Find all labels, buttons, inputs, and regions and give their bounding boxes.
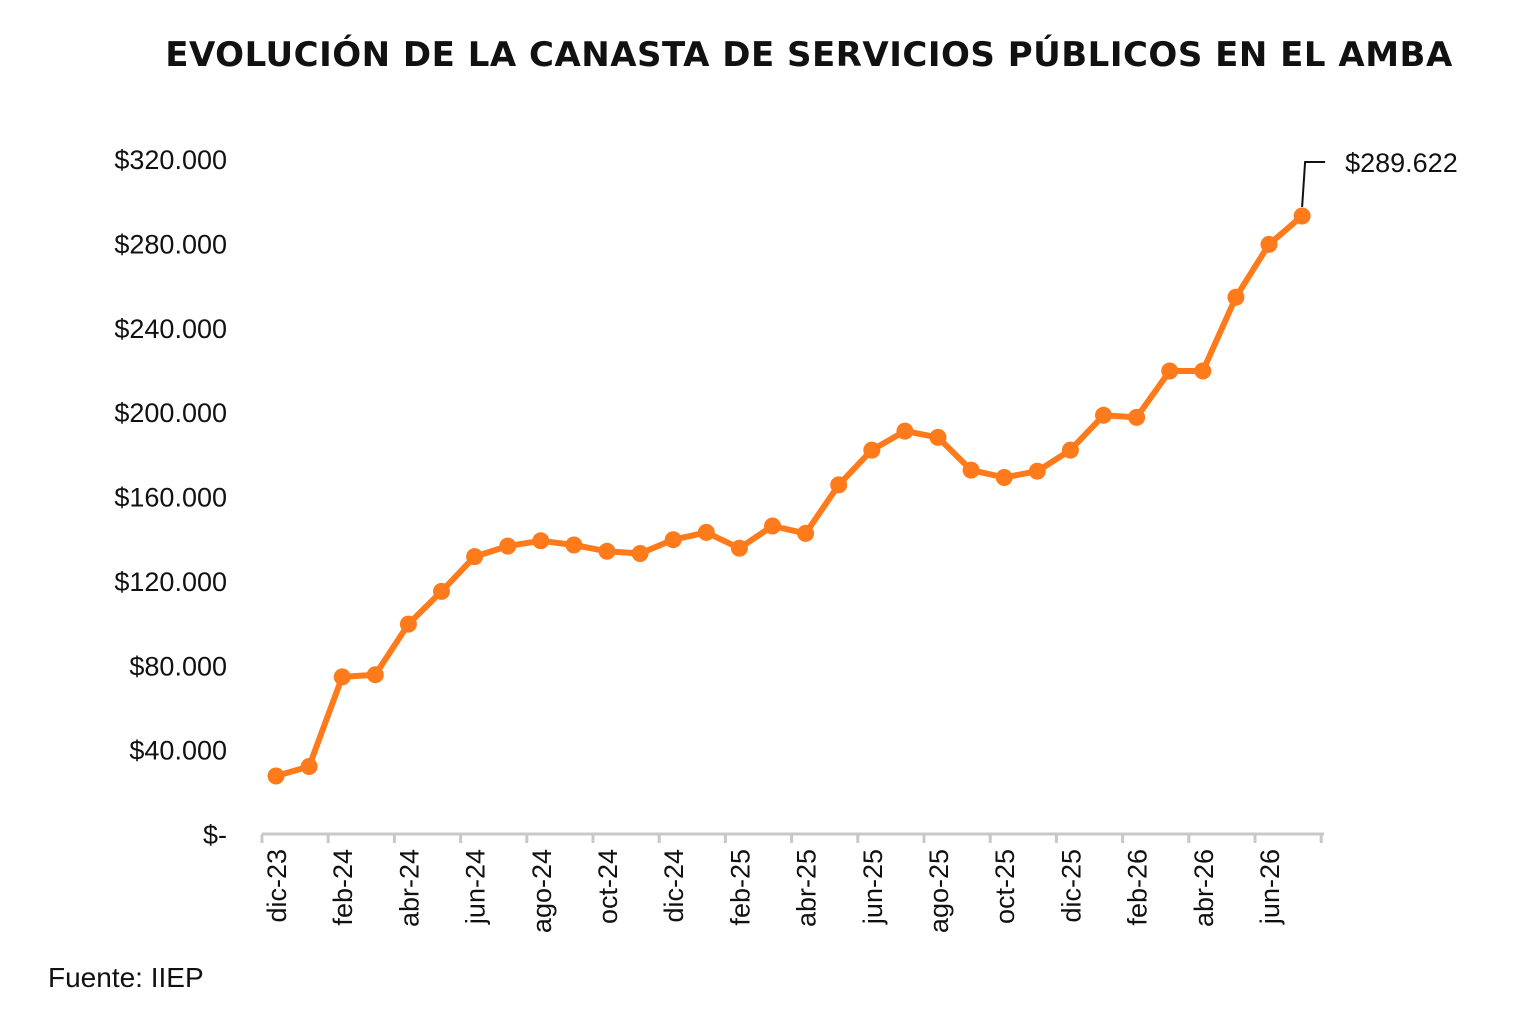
data-point — [499, 537, 517, 555]
data-point — [1128, 408, 1146, 426]
x-tick-label: feb-24 — [328, 849, 358, 926]
y-axis: $- $40.000 $80.000 $120.000 $160.000 $200.000… — [114, 145, 227, 850]
callout-leader — [1301, 161, 1326, 208]
data-point — [697, 523, 715, 541]
y-tick-label: $280.000 — [114, 229, 227, 259]
callout-label: $289.622 — [1345, 148, 1458, 178]
data-point — [1061, 441, 1079, 459]
y-tick-label: $160.000 — [114, 483, 227, 513]
x-tick-label: jun-24 — [461, 849, 491, 925]
data-point — [598, 542, 616, 560]
x-axis: dic-23 feb-24 abr-24 jun-24 ago-24 oct-24 dic-… — [260, 832, 1324, 933]
data-point — [797, 524, 815, 542]
data-point — [863, 441, 881, 459]
annotation-layer: $289.622 — [1301, 148, 1458, 208]
data-point — [466, 548, 484, 566]
data-point — [1260, 235, 1278, 253]
x-tick-label: dic-25 — [1056, 849, 1086, 923]
y-tick-label: $120.000 — [114, 567, 227, 597]
y-tick-label: $80.000 — [129, 651, 227, 681]
y-tick-label: $- — [203, 820, 227, 850]
x-tick-label: dic-23 — [262, 849, 292, 923]
data-point — [830, 476, 848, 494]
x-tick-label: jun-26 — [1255, 849, 1285, 925]
data-point — [433, 582, 450, 600]
data-point — [631, 545, 649, 562]
y-tick-label: $320.000 — [114, 145, 227, 175]
data-point — [1028, 462, 1046, 480]
data-point — [1161, 362, 1179, 380]
data-point — [764, 517, 781, 535]
x-tick-label: oct-25 — [990, 849, 1020, 924]
x-tick-label: feb-26 — [1123, 849, 1153, 926]
y-tick-label: $200.000 — [114, 398, 227, 428]
x-tick-label: dic-24 — [659, 849, 689, 923]
data-point — [995, 469, 1013, 486]
x-tick-label: abr-25 — [792, 849, 822, 927]
source-note: Fuente: IIEP — [48, 962, 204, 993]
x-tick-label: ago-24 — [527, 849, 557, 933]
data-point — [664, 531, 682, 549]
x-tick-label: feb-25 — [725, 849, 755, 926]
data-point — [896, 422, 914, 440]
data-point — [1227, 288, 1245, 306]
chart-title: EVOLUCIÓN DE LA CANASTA DE SERVICIOS PÚB… — [165, 34, 1453, 75]
data-point — [366, 666, 384, 684]
x-tick-label: abr-26 — [1189, 849, 1219, 927]
data-point — [929, 428, 947, 446]
series-layer — [267, 207, 1311, 785]
y-tick-label: $40.000 — [129, 736, 227, 766]
data-point — [399, 615, 417, 633]
data-point — [730, 539, 748, 557]
x-tick-label: oct-24 — [593, 849, 623, 924]
data-point — [565, 536, 583, 554]
data-point — [267, 767, 285, 785]
y-tick-label: $240.000 — [114, 314, 227, 344]
data-point — [1095, 406, 1112, 424]
data-point — [300, 758, 318, 775]
x-tick-label: jun-25 — [858, 849, 888, 925]
series-line — [273, 213, 1306, 779]
data-point — [962, 461, 980, 479]
x-tick-label: abr-24 — [394, 849, 424, 927]
data-point — [532, 532, 550, 550]
x-tick-label: ago-25 — [924, 849, 954, 933]
data-point — [1293, 207, 1311, 225]
data-point — [333, 668, 351, 686]
data-point — [1194, 362, 1212, 380]
